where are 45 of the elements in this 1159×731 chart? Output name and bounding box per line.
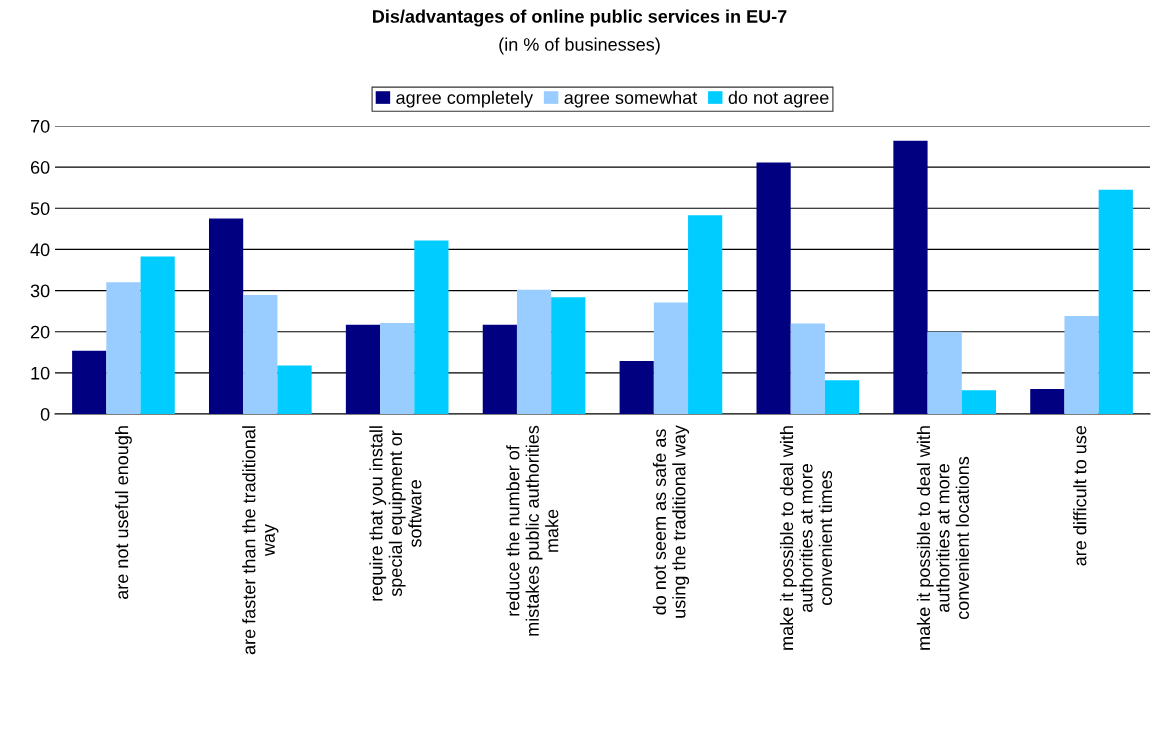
x-tick-label: make it possible to deal with authorities at more convenient locations xyxy=(916,426,969,650)
y-tick-label: 50 xyxy=(30,202,50,216)
bar xyxy=(756,162,791,414)
bar xyxy=(72,350,107,414)
bar xyxy=(893,140,928,414)
x-tick-label: are difficult to use xyxy=(1073,425,1087,566)
x-tick-label: reduce the number of mistakes public authorities make xyxy=(506,425,559,636)
bar xyxy=(380,323,415,414)
y-tick-label: 0 xyxy=(40,407,50,421)
bar xyxy=(106,282,141,414)
chart-title: Dis/advantages of online public services in EU-7 xyxy=(373,9,787,27)
chart-subtitle: (in % of businesses) xyxy=(499,37,660,55)
x-tick-label: are not useful enough xyxy=(115,426,132,599)
bar xyxy=(277,365,312,414)
bar xyxy=(345,324,381,414)
bar xyxy=(208,218,244,414)
legend-label: agree completely xyxy=(396,90,534,108)
x-tick-label: are faster than the traditional way xyxy=(242,426,279,655)
y-tick-label: 70 xyxy=(30,119,50,133)
bar xyxy=(414,240,449,414)
x-tick-label: make it possible to deal with authorities at more convenient times xyxy=(779,426,833,650)
y-tick-label: 40 xyxy=(30,243,50,257)
bar xyxy=(927,331,962,414)
bar xyxy=(140,256,175,414)
bar xyxy=(790,323,825,414)
legend-label: agree somewhat xyxy=(564,90,698,108)
x-tick-label: require that you install special equipment or software xyxy=(369,426,422,601)
bar xyxy=(619,360,654,414)
bar xyxy=(824,380,860,414)
bar xyxy=(1030,388,1065,414)
y-tick-label: 10 xyxy=(31,366,50,380)
y-tick-label: 30 xyxy=(30,284,50,298)
bar xyxy=(516,289,552,414)
bar xyxy=(1064,316,1099,414)
bar xyxy=(1098,189,1133,414)
bar xyxy=(243,295,278,414)
bar xyxy=(551,297,586,414)
bar xyxy=(961,390,997,414)
bar xyxy=(482,324,517,414)
y-tick-label: 60 xyxy=(30,161,50,174)
y-tick-label: 20 xyxy=(30,325,50,339)
bar xyxy=(688,215,723,414)
x-tick-label: do not seem as safe as using the traditional way xyxy=(652,425,690,618)
bar xyxy=(653,302,689,414)
legend-label: do not agree xyxy=(728,90,829,108)
